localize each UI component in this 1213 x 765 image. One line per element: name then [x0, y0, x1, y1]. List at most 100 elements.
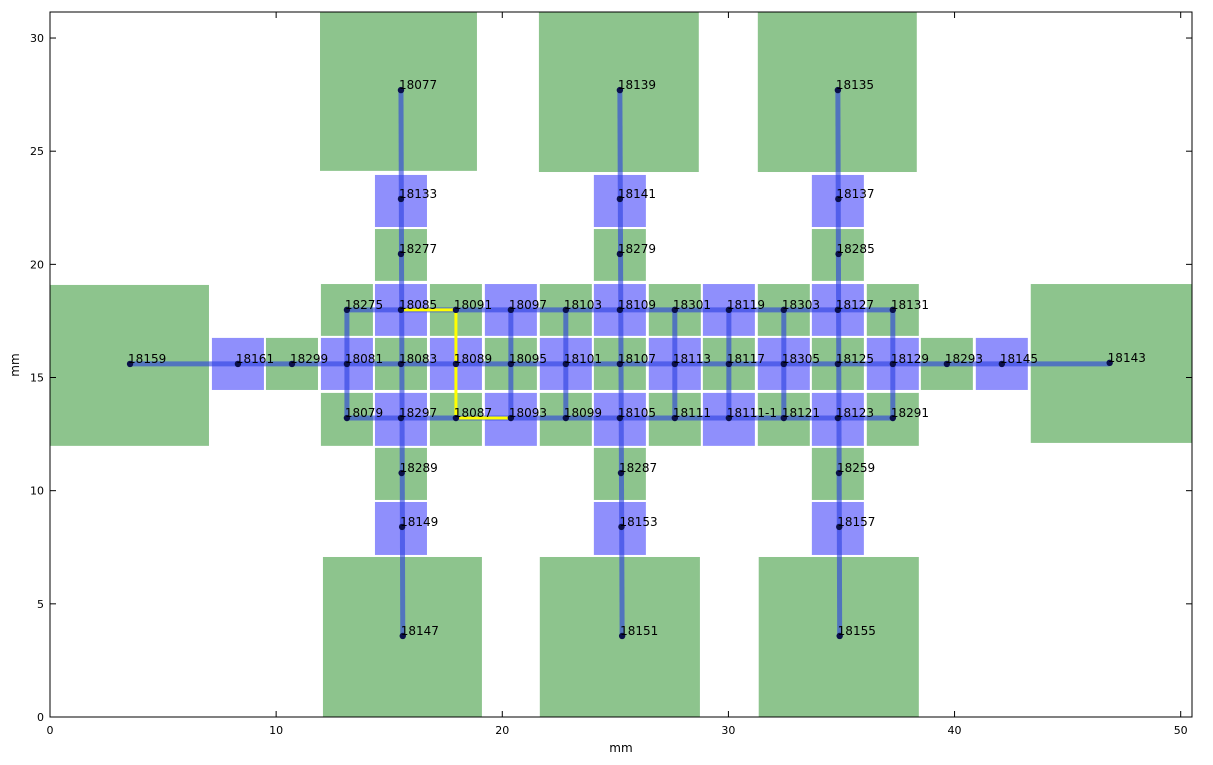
node-label: 18145 — [1000, 352, 1038, 366]
node-label: 18135 — [836, 78, 874, 92]
node — [1106, 359, 1113, 367]
node-label: 18141 — [618, 187, 656, 201]
y-axis-label: mm — [8, 353, 22, 376]
plot-frame — [49, 11, 1193, 718]
x-tick-label: 30 — [721, 724, 735, 737]
node — [398, 523, 406, 531]
node-label: 18125 — [836, 352, 874, 366]
node — [562, 414, 570, 422]
node — [126, 360, 134, 368]
node-label: 18085 — [399, 298, 437, 312]
node — [835, 250, 842, 258]
node-label: 18081 — [345, 352, 383, 366]
y-tick-label: 10 — [30, 485, 44, 498]
node-label: 18147 — [401, 624, 439, 638]
node — [452, 414, 460, 422]
node — [288, 360, 296, 368]
node — [507, 306, 515, 314]
node — [507, 360, 515, 368]
node — [562, 306, 570, 314]
node — [671, 360, 679, 368]
node-label: 18105 — [618, 406, 656, 420]
node-label: 18301 — [673, 298, 711, 312]
node-label: 18299 — [290, 352, 328, 366]
node-label: 18291 — [891, 406, 929, 420]
node — [562, 360, 570, 368]
node — [397, 86, 405, 94]
node — [397, 360, 405, 368]
node — [617, 469, 625, 477]
node-label: 18127 — [836, 298, 874, 312]
node-label: 18109 — [618, 298, 656, 312]
node-label: 18275 — [345, 298, 383, 312]
node-label: 18297 — [399, 406, 437, 420]
node — [618, 632, 626, 640]
node — [397, 195, 405, 203]
x-tick-label: 20 — [495, 724, 509, 737]
node — [836, 523, 843, 531]
node — [616, 306, 624, 314]
node — [725, 414, 733, 422]
node — [835, 469, 843, 477]
node — [725, 306, 733, 314]
node-label: 18101 — [564, 352, 602, 366]
node-label: 18305 — [782, 352, 820, 366]
node — [397, 250, 405, 258]
node-label: 18293 — [945, 352, 983, 366]
node-label: 18119 — [727, 298, 765, 312]
node — [343, 360, 351, 368]
node-label: 18285 — [837, 242, 875, 256]
node-label: 18077 — [399, 78, 437, 92]
y-tick-label: 15 — [30, 372, 44, 385]
node-label: 18095 — [509, 352, 547, 366]
node-label: 18289 — [400, 461, 438, 475]
node-label: 18159 — [128, 352, 166, 366]
node-label: 18149 — [400, 515, 438, 529]
node — [780, 360, 788, 368]
node — [618, 523, 625, 531]
node-label: 18303 — [782, 298, 820, 312]
node-label: 18089 — [454, 352, 492, 366]
node — [343, 414, 351, 422]
node-label: 18133 — [399, 187, 437, 201]
node — [889, 414, 897, 422]
node-label: 18129 — [891, 352, 929, 366]
node — [398, 469, 405, 477]
node — [399, 632, 406, 640]
node-label: 18111 — [673, 406, 711, 420]
y-tick-label: 20 — [30, 258, 44, 271]
node — [780, 414, 788, 422]
node-label: 18107 — [618, 352, 656, 366]
node — [616, 250, 624, 258]
node — [834, 360, 842, 368]
node-label: 18139 — [618, 78, 656, 92]
node — [834, 414, 842, 422]
node — [834, 306, 842, 314]
x-tick-label: 50 — [1174, 724, 1188, 737]
node-label: 18157 — [837, 515, 875, 529]
node — [452, 306, 460, 314]
node — [780, 306, 788, 314]
node-label: 18161 — [236, 352, 274, 366]
node — [507, 414, 515, 422]
node-label: 18153 — [619, 515, 657, 529]
node-label: 18151 — [620, 624, 658, 638]
node-label: 18131 — [891, 298, 929, 312]
node — [671, 414, 679, 422]
x-tick-label: 0 — [47, 724, 54, 737]
node — [452, 360, 460, 368]
node-label: 18079 — [345, 406, 383, 420]
node — [616, 86, 624, 94]
node-label: 18287 — [619, 461, 657, 475]
node — [834, 86, 842, 94]
x-axis-label: mm — [609, 741, 632, 755]
node — [998, 360, 1006, 368]
x-tick-label: 40 — [948, 724, 962, 737]
node-label: 18097 — [509, 298, 547, 312]
node-label: 18123 — [836, 406, 874, 420]
node-label: 18091 — [454, 298, 492, 312]
node — [889, 360, 897, 368]
node-label: 18155 — [838, 624, 876, 638]
node-label: 18083 — [399, 352, 437, 366]
